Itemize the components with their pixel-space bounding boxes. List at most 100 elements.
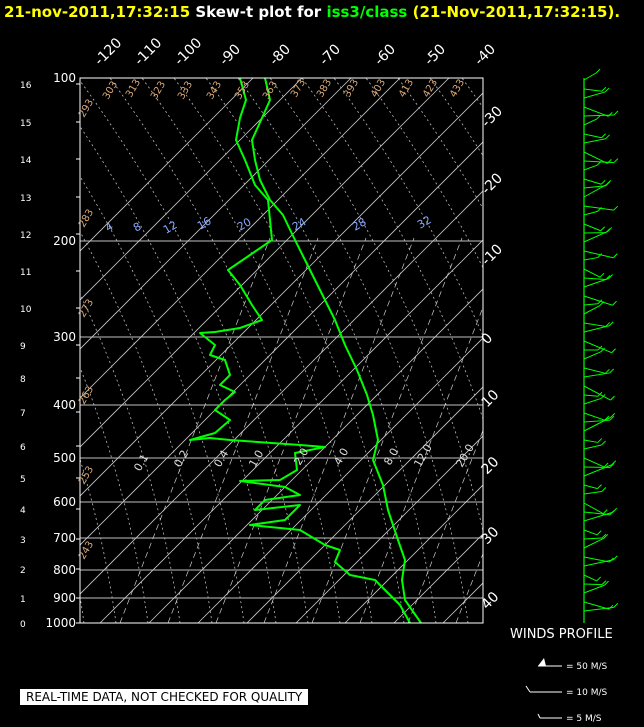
theta-label: 303 — [101, 79, 120, 101]
dry-adiabat — [109, 78, 341, 623]
wind-barb — [583, 160, 614, 164]
theta-label: 353 — [233, 79, 252, 101]
mixing-ratio-label: 16 — [195, 214, 214, 232]
title-source: iss3/class — [326, 3, 408, 21]
isotherm — [80, 92, 483, 497]
wind-barb-flag — [603, 534, 609, 539]
pressure-label: 200 — [53, 234, 76, 248]
wind-barb — [583, 268, 601, 278]
wind-barb — [583, 325, 610, 333]
legend-tick-10 — [525, 685, 531, 693]
theta-label: 323 — [149, 79, 168, 101]
wind-barb — [583, 340, 612, 354]
wind-barb — [583, 91, 606, 99]
wind-barb — [583, 133, 602, 139]
theta-label: 313 — [124, 77, 143, 99]
wind-barb — [583, 322, 606, 327]
quality-note: REAL-TIME DATA, NOT CHECKED FOR QUALITY — [20, 689, 309, 705]
height-label: 14 — [20, 156, 32, 166]
wind-barb — [583, 118, 597, 126]
wind-barb — [583, 559, 614, 567]
legend-tick-5 — [537, 713, 541, 719]
wind-barb — [583, 583, 603, 586]
dry-adiabat — [301, 78, 483, 421]
isotherm — [492, 78, 644, 623]
wind-barb-flag — [600, 226, 606, 232]
wind-barb — [583, 295, 613, 306]
isotherm — [80, 78, 352, 350]
wind-barb — [583, 439, 598, 443]
right-temp-label: 0 — [479, 330, 497, 348]
wind-barb — [583, 230, 608, 243]
wind-barb-flag — [597, 345, 603, 351]
dry-adiabat — [333, 78, 483, 338]
height-label: 0 — [20, 620, 26, 630]
dry-adiabat — [237, 78, 469, 623]
wind-barb — [583, 397, 602, 405]
pressure-label: 400 — [53, 398, 76, 412]
top-temp-label: -110 — [132, 35, 166, 69]
height-label: 9 — [20, 342, 26, 352]
wind-barb-flag — [612, 507, 618, 513]
wind-barb-flag — [609, 415, 615, 421]
mixing-ratio-line — [552, 238, 644, 623]
pressure-label: 800 — [53, 563, 76, 577]
wind-barb-flag — [601, 86, 607, 92]
theta-label: 333 — [176, 79, 195, 101]
height-label: 5 — [20, 475, 26, 485]
wind-barb — [583, 114, 614, 117]
dry-adiabat — [429, 78, 483, 157]
isotherm — [80, 78, 450, 448]
theta-label: 413 — [397, 77, 416, 99]
wind-barb-flag — [604, 415, 610, 421]
wind-barb — [583, 584, 605, 594]
wind-barb-flag — [611, 348, 616, 354]
right-temp-label: 30 — [479, 524, 503, 548]
pressure-label: 1000 — [45, 616, 76, 630]
right-temp-label: 20 — [479, 454, 503, 478]
wind-barb-flag — [607, 111, 613, 117]
mixing-ratio-line — [311, 237, 463, 623]
isotherm — [246, 386, 483, 623]
wind-barb-flag — [596, 114, 602, 120]
wind-barb — [583, 372, 610, 378]
isotherm — [80, 190, 483, 595]
top-temp-label: -50 — [422, 41, 449, 68]
wind-barb-flag — [599, 272, 605, 278]
wind-barb-flag — [613, 602, 619, 608]
height-label: 11 — [20, 268, 31, 278]
isotherm — [344, 484, 483, 623]
height-label: 12 — [20, 231, 31, 241]
wind-barb — [583, 529, 598, 536]
wind-barb-flag — [597, 391, 603, 397]
wind-barb-flag — [603, 462, 609, 468]
isotherm — [80, 78, 254, 252]
wind-barb-flag — [610, 395, 615, 401]
height-label: 15 — [20, 119, 31, 129]
theta-label: 343 — [205, 79, 224, 101]
dry-adiabat — [80, 366, 149, 623]
top-temp-label: -90 — [217, 41, 244, 68]
wind-barb — [583, 72, 597, 81]
pressure-label: 600 — [53, 495, 76, 509]
wind-barb-flag — [613, 110, 619, 116]
wind-barb — [583, 537, 603, 540]
dry-adiabat — [141, 78, 373, 623]
wind-barb — [583, 257, 598, 261]
theta-label: 373 — [289, 77, 308, 99]
dry-adiabat — [80, 80, 309, 623]
wind-barb-flag — [613, 158, 619, 163]
wind-barb-flag — [611, 460, 617, 466]
dry-adiabat — [80, 457, 117, 623]
wind-barb — [583, 502, 604, 515]
mixing-ratio-line — [263, 237, 415, 623]
mixing-ratio-line — [504, 238, 644, 623]
wind-barb — [583, 457, 605, 468]
wind-barb — [583, 151, 608, 164]
wind-barb-flag — [596, 576, 602, 582]
mixing-ratio-label: 12 — [161, 218, 180, 236]
dry-adiabat — [0, 78, 20, 623]
isotherm — [80, 78, 303, 301]
wind-barb — [583, 367, 606, 374]
